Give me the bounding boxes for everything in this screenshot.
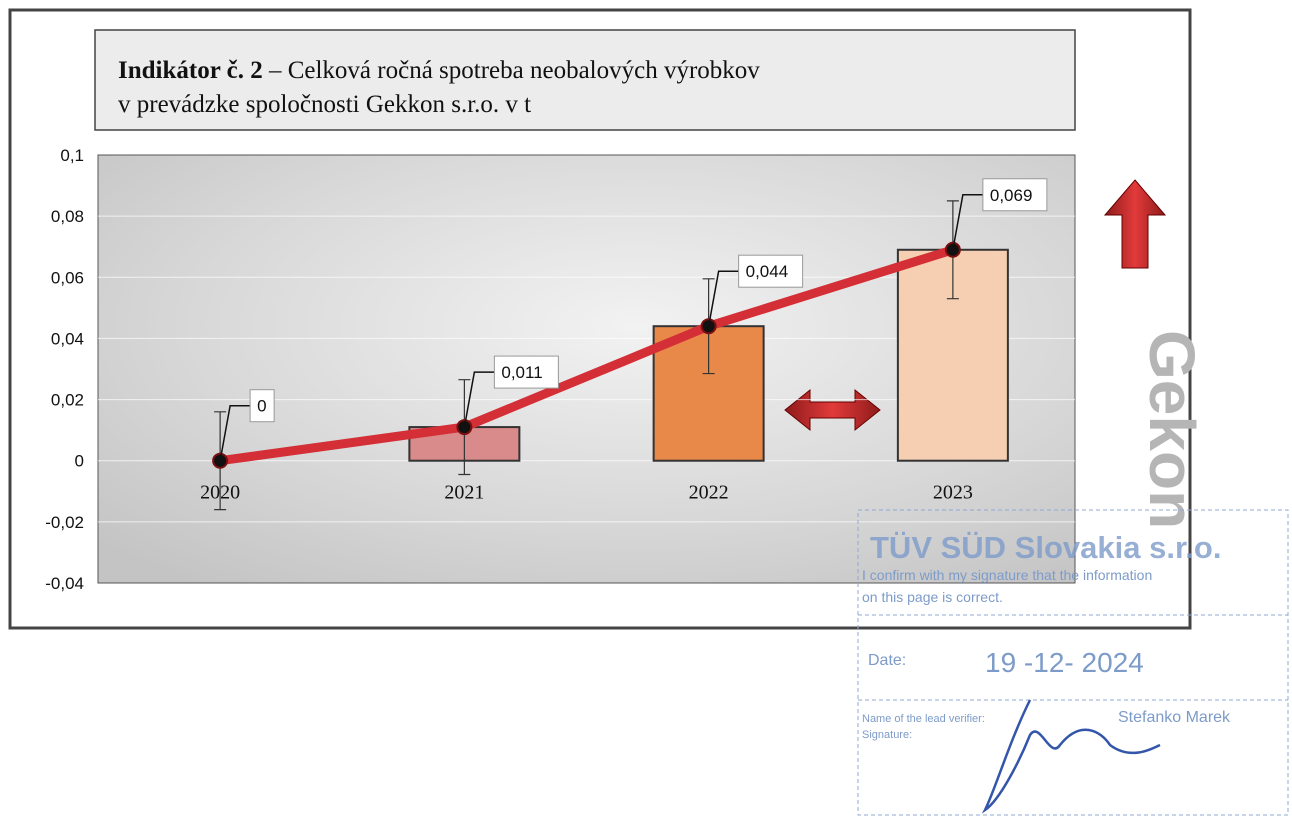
data-label-box [982,178,1048,212]
signature [981,699,1161,814]
leader-line [219,404,251,461]
y-tick-label: 0 [75,452,84,471]
y-tick-label: 0,04 [51,329,84,348]
y-tick-label: 0,1 [60,146,84,165]
data-label-box [249,389,275,423]
stamp-border [857,509,1289,816]
leader-line [463,371,495,428]
data-label-box [738,254,804,288]
stamp-verifier: Stefanko Marek [1118,709,1231,726]
y-tick-label: 0,08 [51,207,84,226]
stamp-date-label: Date: [868,652,906,669]
y-tick-label: 0,06 [51,268,84,287]
title-part: – Celková ročná spotreba neobalových výr… [268,57,760,84]
stamp-text: Signature: [862,729,912,741]
data-label: 0,044 [746,262,789,281]
data-label-box [493,355,559,389]
stamp: TÜV SÜD Slovakia s.r.o. I confirm with m… [857,509,1289,816]
x-tick-label: 2021 [444,482,484,504]
data-label: 0 [257,397,266,416]
watermark: Gekon [1136,330,1208,529]
title-part: v prevádzke spoločnosti Gekkon s.r.o. v … [118,91,531,118]
stamp-text: Name of the lead verifier: [862,713,985,725]
line [219,245,955,466]
stamp-company: TÜV SÜD Slovakia s.r.o. [870,530,1221,565]
title-box [94,29,1076,131]
x-tick-label: 2022 [689,482,729,504]
y-tick-label: 0,02 [51,391,84,410]
stamp-text: on this page is correct. [862,589,1003,605]
y-tick-label: -0,02 [45,513,84,532]
up-arrow [1103,179,1167,269]
chart-title: Indikátor č. 2 – Celková ročná spotreba … [118,57,760,84]
title-part: Indikátor č. 2 [118,57,263,84]
data-label: 0,011 [501,363,542,382]
y-tick-label: -0,04 [45,574,84,593]
stamp-date: 19 -12- 2024 [985,647,1144,678]
stamp-text: I confirm with my signature that the inf… [862,567,1152,583]
data-label: 0,069 [990,186,1033,205]
leader-line [952,194,983,250]
leader-line [707,270,739,327]
x-tick-label: 2023 [933,482,973,504]
